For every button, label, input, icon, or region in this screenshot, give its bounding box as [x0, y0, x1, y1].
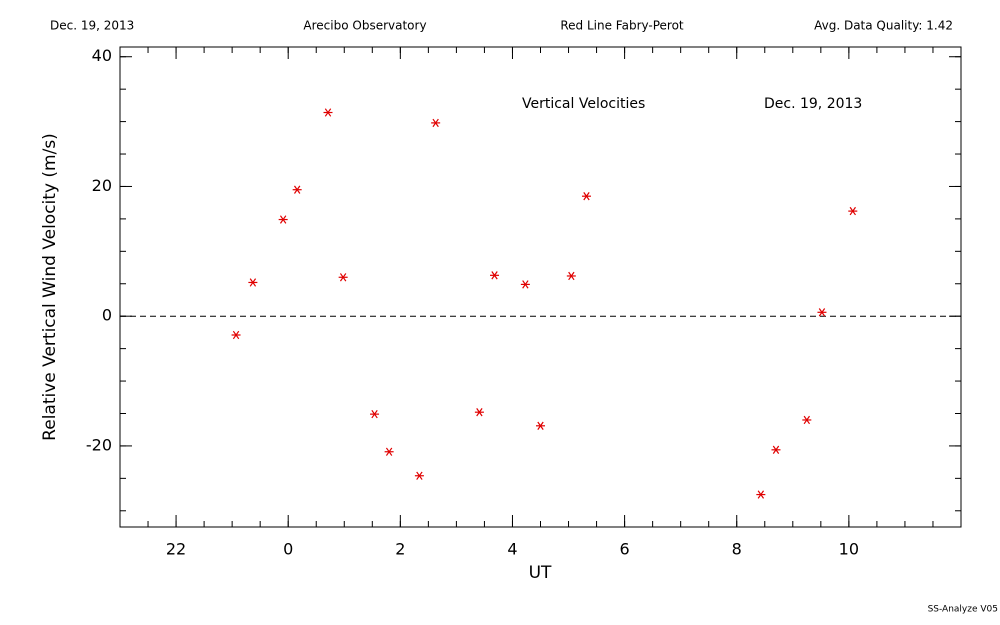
x-tick-label: 6	[620, 540, 630, 559]
header-instrument: Red Line Fabry-Perot	[560, 19, 684, 33]
point	[370, 409, 380, 419]
point-stroke	[803, 415, 811, 425]
point	[802, 415, 812, 425]
point	[520, 280, 530, 289]
point	[292, 185, 302, 194]
point-stroke	[491, 271, 498, 280]
point-stroke	[849, 206, 856, 216]
point-stroke	[568, 271, 575, 281]
point-stroke	[324, 108, 332, 117]
y-axis-label: Relative Vertical Wind Velocity (m/s)	[40, 133, 60, 441]
y-tick-label: 40	[92, 46, 112, 65]
point-stroke	[339, 273, 347, 282]
point	[490, 271, 500, 280]
point	[231, 330, 241, 340]
point	[431, 118, 441, 128]
point	[278, 215, 288, 224]
x-tick-label: 22	[166, 540, 186, 559]
x-tick-label: 2	[395, 540, 405, 559]
point-stroke	[772, 445, 780, 454]
point-stroke	[522, 280, 529, 289]
point-stroke	[232, 330, 240, 340]
header-date: Dec. 19, 2013	[50, 19, 134, 33]
point-stroke	[371, 409, 378, 419]
point	[848, 206, 858, 216]
point-stroke	[757, 490, 765, 499]
annotation: Dec. 19, 2013	[764, 96, 862, 112]
x-tick-label: 8	[732, 540, 742, 559]
point	[323, 108, 333, 117]
point	[817, 308, 827, 317]
point	[338, 273, 348, 282]
y-tick-label: 20	[92, 176, 112, 195]
y-tick-label: 0	[102, 306, 112, 325]
header-site: Arecibo Observatory	[303, 19, 426, 33]
point-stroke	[293, 185, 301, 194]
point	[248, 278, 258, 287]
plot-frame	[119, 46, 962, 528]
point	[474, 408, 484, 417]
y-tick-label: -20	[86, 435, 112, 454]
x-tick-label: 4	[507, 540, 517, 559]
point	[581, 192, 591, 201]
point-stroke	[279, 215, 287, 224]
x-tick-label: 0	[283, 540, 293, 559]
point	[536, 421, 545, 430]
footer: SS-Analyze V05	[928, 605, 998, 615]
header-quality: Avg. Data Quality: 1.42	[814, 19, 953, 33]
point-stroke	[476, 408, 483, 417]
point-stroke	[416, 471, 423, 480]
point	[384, 447, 394, 456]
point	[414, 471, 424, 480]
point-stroke	[432, 118, 439, 128]
point-stroke	[818, 308, 826, 317]
point	[756, 490, 766, 499]
point	[566, 271, 576, 281]
annotation: Vertical Velocities	[522, 96, 645, 112]
point-stroke	[537, 421, 544, 430]
point-stroke	[385, 447, 393, 456]
point-stroke	[249, 278, 257, 287]
x-axis-label: UT	[529, 563, 552, 583]
point	[771, 445, 781, 454]
point-stroke	[583, 192, 590, 201]
x-tick-label: 10	[839, 540, 859, 559]
